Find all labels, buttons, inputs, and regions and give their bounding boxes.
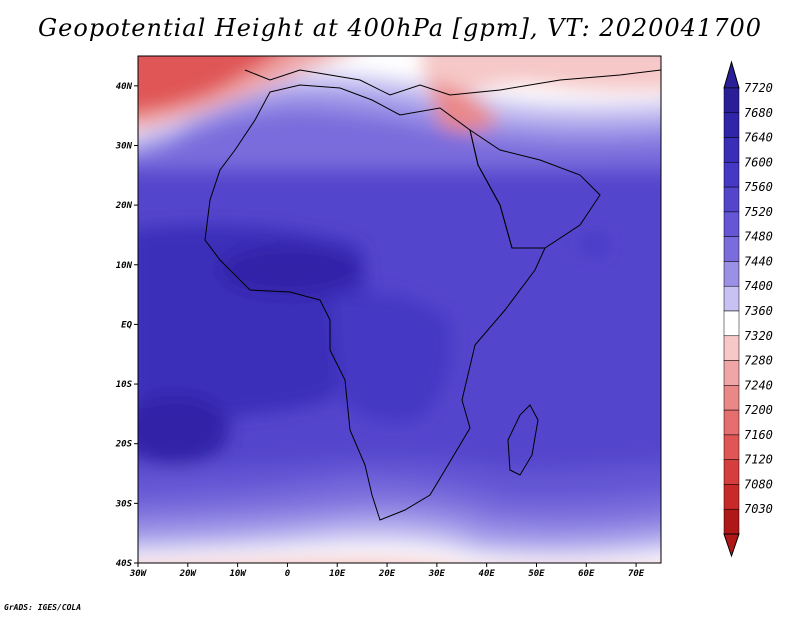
colorbar-label: 7320 [744, 329, 773, 343]
lon-tick-label: 30E [428, 569, 446, 579]
colorbar-swatch [723, 360, 740, 386]
colorbar-swatch [723, 484, 740, 510]
colorbar-label: 7520 [744, 205, 773, 219]
lon-tick-label: 20E [378, 569, 396, 579]
colorbar-swatch [723, 285, 740, 312]
lon-tick-label: 50E [528, 569, 545, 579]
colorbar-label: 7480 [744, 230, 773, 244]
europe-coastline [244, 69, 661, 96]
colorbar-swatch [723, 409, 740, 436]
geopotential-height-field [138, 56, 661, 563]
longitude-axis: 30W 20W 10W 0 10E 20E 30E 40E 50E 60E 70E [129, 563, 645, 579]
colorbar-label: 7240 [744, 378, 773, 392]
colorbar-swatch [723, 211, 740, 237]
colorbar-swatch [723, 162, 740, 188]
colorbar-label: 7120 [744, 453, 773, 467]
coastlines [204, 69, 661, 521]
colorbar-label: 7680 [744, 106, 773, 120]
colorbar: 7720 7680 7640 7600 7560 7520 7480 7440 7400 7360… [723, 60, 773, 558]
lon-tick-label: 10W [229, 569, 247, 579]
colorbar-swatch [723, 186, 740, 213]
plot-frame [137, 55, 662, 564]
colorbar-label: 7640 [744, 131, 773, 145]
lon-tick-label: 30W [129, 569, 148, 579]
lon-tick-label: 20W [179, 569, 198, 579]
colorbar-label: 7720 [744, 81, 773, 95]
colorbar-label: 7400 [744, 279, 773, 293]
madagascar-coastline [507, 404, 539, 476]
lat-tick-label: 20N [115, 201, 133, 211]
colorbar-bottom-arrow [723, 533, 740, 558]
arabian-peninsula-coastline [469, 128, 601, 249]
colorbar-swatch [723, 335, 740, 361]
colorbar-swatch [723, 87, 740, 114]
colorbar-swatch [723, 508, 740, 535]
colorbar-label: 7160 [744, 428, 773, 442]
lon-tick-label: 70E [628, 569, 645, 579]
latitude-axis: 40N 30N 20N 10N EQ 10S 20S 30S 40S [115, 82, 138, 569]
colorbar-swatch [723, 137, 740, 163]
credit-text: GrADS: IGES/COLA [4, 603, 82, 612]
lat-tick-label: 20S [115, 440, 133, 450]
colorbar-swatch [723, 434, 740, 460]
lon-tick-label: 40E [479, 569, 496, 579]
lat-tick-label: 10N [116, 261, 133, 271]
lat-tick-label: EQ [121, 320, 132, 330]
colorbar-label: 7360 [744, 304, 773, 318]
colorbar-swatch [723, 261, 740, 287]
colorbar-swatch [723, 310, 740, 337]
lon-tick-label: 10E [329, 569, 346, 579]
lat-tick-label: 40N [116, 82, 133, 92]
colorbar-label: 7030 [744, 502, 773, 516]
colorbar-label: 7280 [744, 354, 773, 368]
colorbar-label: 7600 [744, 155, 773, 169]
lon-tick-label: 0 [285, 569, 291, 579]
colorbar-label: 7080 [744, 477, 773, 491]
colorbar-swatch [723, 236, 740, 262]
lat-tick-label: 30S [115, 499, 133, 509]
colorbar-swatch [723, 459, 740, 485]
map-title: Geopotential Height at 400hPa [gpm], VT:… [38, 14, 762, 42]
colorbar-swatch [723, 385, 740, 411]
lat-tick-label: 10S [116, 380, 133, 390]
lat-tick-label: 40S [116, 559, 133, 569]
lon-tick-label: 60E [578, 569, 595, 579]
colorbar-label: 7200 [744, 403, 773, 417]
colorbar-top-arrow [723, 60, 740, 89]
colorbar-label: 7560 [744, 180, 773, 194]
lat-tick-label: 30N [115, 141, 133, 151]
colorbar-label: 7440 [744, 254, 773, 268]
colorbar-swatch [723, 112, 740, 138]
